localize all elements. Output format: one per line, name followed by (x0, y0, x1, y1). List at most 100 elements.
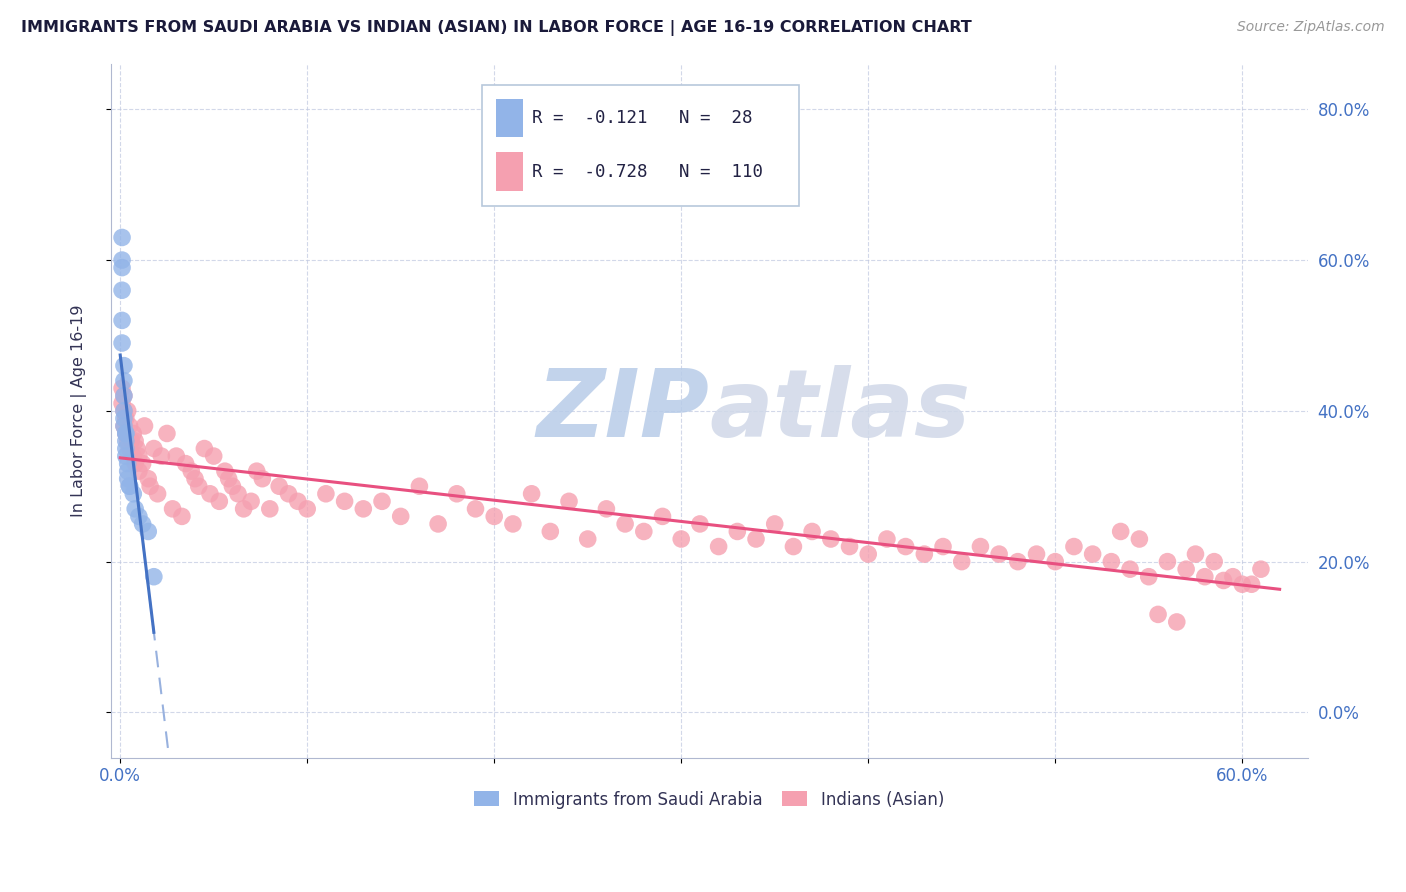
Text: R =  -0.728   N =  110: R = -0.728 N = 110 (531, 162, 763, 180)
Point (114, 411, 136, 425)
Point (193, 442, 215, 456)
Point (277, 487, 299, 501)
Point (124, 501, 146, 516)
Point (520, 487, 543, 501)
Text: Source: ZipAtlas.com: Source: ZipAtlas.com (1237, 20, 1385, 34)
Point (150, 449, 173, 463)
Point (240, 494, 263, 508)
Point (131, 516, 153, 531)
Point (1128, 532, 1150, 546)
Point (671, 532, 693, 546)
Point (333, 494, 356, 508)
Point (112, 418, 135, 433)
Point (118, 442, 141, 456)
Point (1212, 574, 1234, 588)
Point (932, 540, 955, 554)
Y-axis label: In Labor Force | Age 16-19: In Labor Force | Age 16-19 (72, 304, 87, 517)
Point (112, 359, 135, 373)
Point (226, 487, 249, 501)
Point (464, 501, 486, 516)
Point (112, 404, 135, 418)
Point (118, 479, 141, 493)
Point (198, 487, 221, 501)
Point (128, 509, 150, 524)
Point (111, 313, 134, 327)
Point (651, 509, 673, 524)
Point (214, 464, 236, 478)
Point (745, 532, 768, 546)
Point (969, 540, 991, 554)
Point (858, 547, 880, 561)
Point (124, 434, 146, 448)
Point (315, 487, 337, 501)
Point (232, 501, 254, 516)
Point (1045, 555, 1067, 569)
Point (202, 449, 225, 463)
Point (950, 555, 973, 569)
Point (1099, 555, 1122, 569)
Text: atlas: atlas (709, 365, 970, 457)
Point (180, 464, 202, 478)
Point (114, 442, 136, 456)
Text: IMMIGRANTS FROM SAUDI ARABIA VS INDIAN (ASIAN) IN LABOR FORCE | AGE 16-19 CORREL: IMMIGRANTS FROM SAUDI ARABIA VS INDIAN (… (21, 20, 972, 36)
Point (112, 389, 135, 403)
Point (122, 449, 145, 463)
Point (689, 516, 711, 531)
Point (124, 457, 146, 471)
Point (111, 260, 134, 275)
Point (1240, 577, 1263, 591)
Point (117, 457, 139, 471)
Point (136, 524, 159, 539)
Point (389, 509, 412, 524)
Point (117, 404, 139, 418)
Point (1081, 547, 1104, 561)
Point (558, 494, 581, 508)
Bar (496, 99, 523, 137)
Point (111, 283, 134, 297)
Point (111, 336, 134, 351)
Point (371, 494, 394, 508)
Point (187, 479, 209, 493)
Point (111, 230, 134, 244)
Point (146, 487, 169, 501)
Point (122, 487, 145, 501)
Point (114, 434, 136, 448)
Point (118, 418, 141, 433)
Point (707, 540, 730, 554)
Point (538, 524, 561, 539)
Point (1166, 615, 1188, 629)
Point (614, 516, 637, 531)
Point (763, 516, 786, 531)
Point (170, 509, 193, 524)
Point (162, 501, 184, 516)
Point (782, 540, 804, 554)
Point (595, 501, 617, 516)
FancyBboxPatch shape (482, 85, 799, 206)
Point (120, 434, 142, 448)
Point (117, 434, 139, 448)
Text: R =  -0.121   N =  28: R = -0.121 N = 28 (531, 109, 752, 128)
Point (112, 389, 135, 403)
Point (1232, 577, 1254, 591)
Point (988, 547, 1011, 561)
Point (1109, 524, 1132, 539)
Point (218, 472, 240, 486)
Point (801, 524, 824, 539)
Point (1156, 555, 1178, 569)
Point (1007, 555, 1029, 569)
Point (142, 442, 165, 456)
Point (725, 524, 748, 539)
Point (112, 404, 135, 418)
Point (287, 494, 309, 508)
Point (484, 509, 506, 524)
Point (156, 426, 179, 441)
Point (112, 411, 135, 425)
Point (174, 457, 197, 471)
Point (894, 540, 917, 554)
Point (576, 532, 599, 546)
Point (118, 479, 141, 493)
Point (128, 449, 150, 463)
Point (136, 472, 159, 486)
Point (1063, 540, 1085, 554)
Point (1204, 555, 1226, 569)
